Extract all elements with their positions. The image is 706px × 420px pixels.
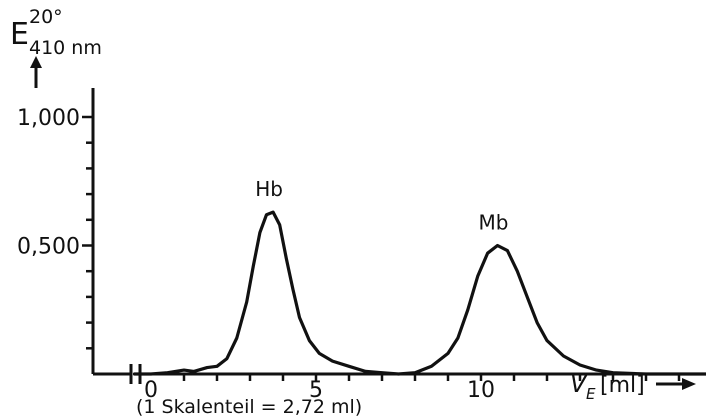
y-axis-symbol: E [10,17,29,52]
y-axis-superscript: 20° [29,6,63,28]
x-tick-label: 5 [309,378,323,403]
peak-label: Hb [255,177,283,201]
y-tick-label: 1,000 [17,106,80,131]
y-axis-arrow [30,56,42,88]
y-axis-label: E 20° 410 nm [10,6,102,59]
x-axis-subscript: E [586,385,596,403]
x-axis-label: V E [ml] [570,370,645,403]
peak-label: Mb [479,211,509,235]
y-tick-label: 0,500 [17,235,80,260]
elution-curve [132,210,706,376]
x-axis-symbol: V [570,370,588,398]
x-tick-label: 10 [467,378,495,403]
x-tick-labels: 0 5 10 [144,378,495,403]
x-axis-note: (1 Skalenteil = 2,72 ml) [136,396,362,418]
x-axis-arrow [656,378,696,390]
x-axis-unit: [ml] [600,373,645,398]
peak-labels: Hb Mb [255,177,508,234]
y-axis-subscript: 410 nm [29,37,102,59]
y-tick-labels: 1,000 0,500 [17,106,80,260]
x-minor-ticks [182,374,681,381]
x-tick-label: 0 [144,378,158,403]
y-minor-ticks [82,115,93,350]
